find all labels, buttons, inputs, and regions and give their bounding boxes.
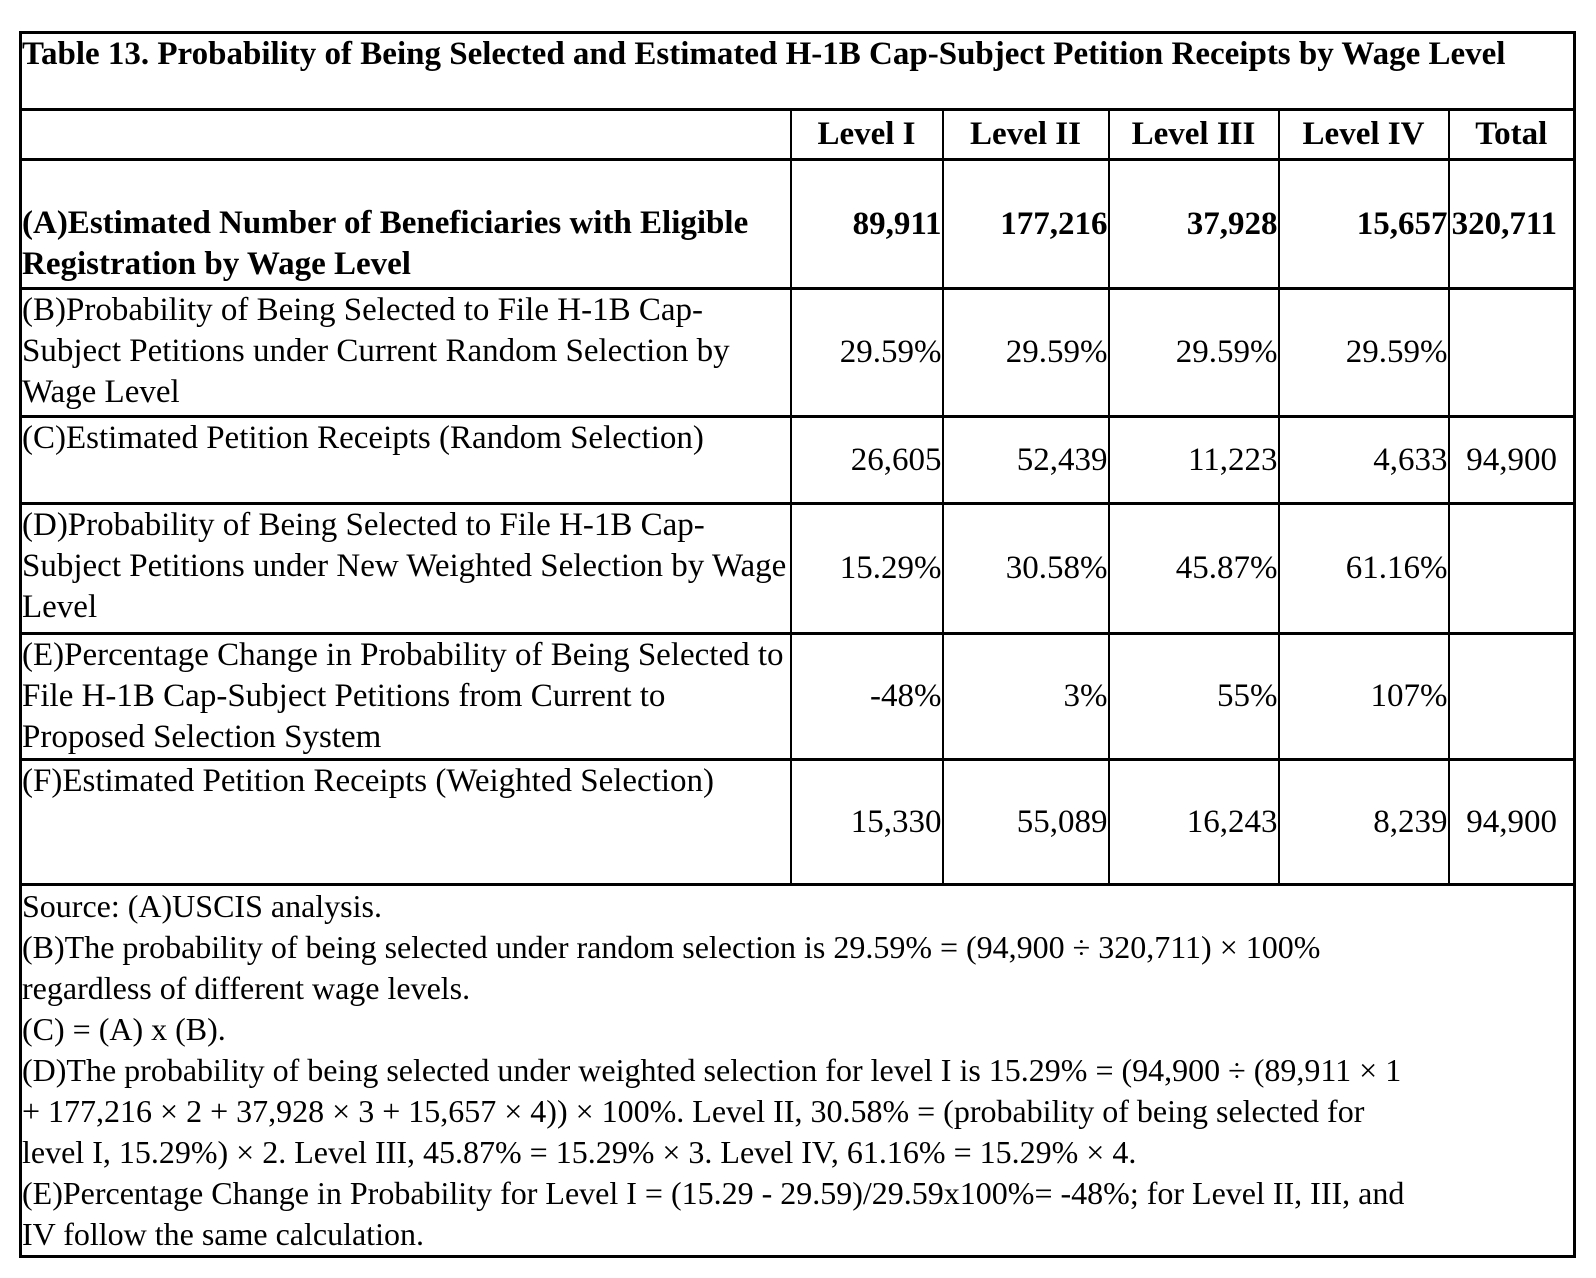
cell-e-level-i: -48% (789, 632, 944, 761)
cell-d-level-iii: 45.87% (1107, 502, 1280, 635)
row-a-label: (A)Estimated Number of Beneficiaries wit… (19, 158, 792, 290)
cell-c-total: 94,900 (1447, 415, 1576, 505)
source-note-line: (E)Percentage Change in Probability for … (22, 1175, 1405, 1211)
cell-f-level-iv: 8,239 (1277, 758, 1450, 886)
cell-c-level-iii: 11,223 (1107, 415, 1280, 505)
cell-b-level-iv: 29.59% (1277, 287, 1450, 418)
cell-c-level-ii: 52,439 (941, 415, 1110, 505)
petition-receipts-table: Table 13. Probability of Being Selected … (19, 31, 1577, 1258)
cell-d-level-i: 15.29% (789, 502, 944, 635)
table-title: Table 13. Probability of Being Selected … (19, 31, 1576, 111)
source-note-line: (B)The probability of being selected und… (22, 929, 1321, 965)
table-row-d: (D)Probability of Being Selected to File… (19, 502, 1576, 635)
row-e-label: (E)Percentage Change in Probability of B… (19, 632, 792, 761)
source-note-line: (C) = (A) x (B). (22, 1011, 226, 1047)
source-note-line: regardless of different wage levels. (22, 970, 471, 1006)
table-row-a: (A)Estimated Number of Beneficiaries wit… (19, 158, 1576, 290)
cell-e-level-iii: 55% (1107, 632, 1280, 761)
header-level-iii: Level III (1107, 108, 1280, 161)
header-level-i: Level I (789, 108, 944, 161)
cell-b-level-i: 29.59% (789, 287, 944, 418)
cell-a-total: 320,711 (1447, 158, 1576, 290)
cell-b-total (1447, 287, 1576, 418)
row-c-label: (C)Estimated Petition Receipts (Random S… (19, 415, 792, 505)
cell-b-level-ii: 29.59% (941, 287, 1110, 418)
cell-a-level-iv: 15,657 (1277, 158, 1450, 290)
cell-f-level-ii: 55,089 (941, 758, 1110, 886)
cell-e-level-iv: 107% (1277, 632, 1450, 761)
table-row-b: (B)Probability of Being Selected to File… (19, 287, 1576, 418)
source-note-line: IV follow the same calculation. (22, 1216, 424, 1252)
source-notes: Source: (A)USCIS analysis. (B)The probab… (19, 883, 1576, 1258)
table-row-f: (F)Estimated Petition Receipts (Weighted… (19, 758, 1576, 886)
cell-b-level-iii: 29.59% (1107, 287, 1280, 418)
source-note-line: (D)The probability of being selected und… (22, 1052, 1402, 1088)
cell-d-level-ii: 30.58% (941, 502, 1110, 635)
cell-f-level-iii: 16,243 (1107, 758, 1280, 886)
cell-f-total: 94,900 (1447, 758, 1576, 886)
header-total: Total (1447, 108, 1576, 161)
source-note-line: Source: (A)USCIS analysis. (22, 888, 382, 924)
table-header-row: Level I Level II Level III Level IV Tota… (19, 108, 1576, 161)
cell-a-level-iii: 37,928 (1107, 158, 1280, 290)
cell-d-level-iv: 61.16% (1277, 502, 1450, 635)
table-footer-row: Source: (A)USCIS analysis. (B)The probab… (19, 883, 1576, 1258)
cell-e-total (1447, 632, 1576, 761)
cell-c-level-iv: 4,633 (1277, 415, 1450, 505)
table-row-e: (E)Percentage Change in Probability of B… (19, 632, 1576, 761)
row-d-label: (D)Probability of Being Selected to File… (19, 502, 792, 635)
row-b-label: (B)Probability of Being Selected to File… (19, 287, 792, 418)
cell-a-level-i: 89,911 (789, 158, 944, 290)
source-note-line: + 177,216 × 2 + 37,928 × 3 + 15,657 × 4)… (22, 1093, 1365, 1129)
row-f-label: (F)Estimated Petition Receipts (Weighted… (19, 758, 792, 886)
table-row-c: (C)Estimated Petition Receipts (Random S… (19, 415, 1576, 505)
cell-f-level-i: 15,330 (789, 758, 944, 886)
header-level-iv: Level IV (1277, 108, 1450, 161)
table-title-row: Table 13. Probability of Being Selected … (19, 31, 1576, 111)
header-level-ii: Level II (941, 108, 1110, 161)
cell-a-level-ii: 177,216 (941, 158, 1110, 290)
cell-c-level-i: 26,605 (789, 415, 944, 505)
header-corner-empty (19, 108, 792, 161)
cell-d-total (1447, 502, 1576, 635)
cell-e-level-ii: 3% (941, 632, 1110, 761)
source-note-line: level I, 15.29%) × 2. Level III, 45.87% … (22, 1134, 1137, 1170)
